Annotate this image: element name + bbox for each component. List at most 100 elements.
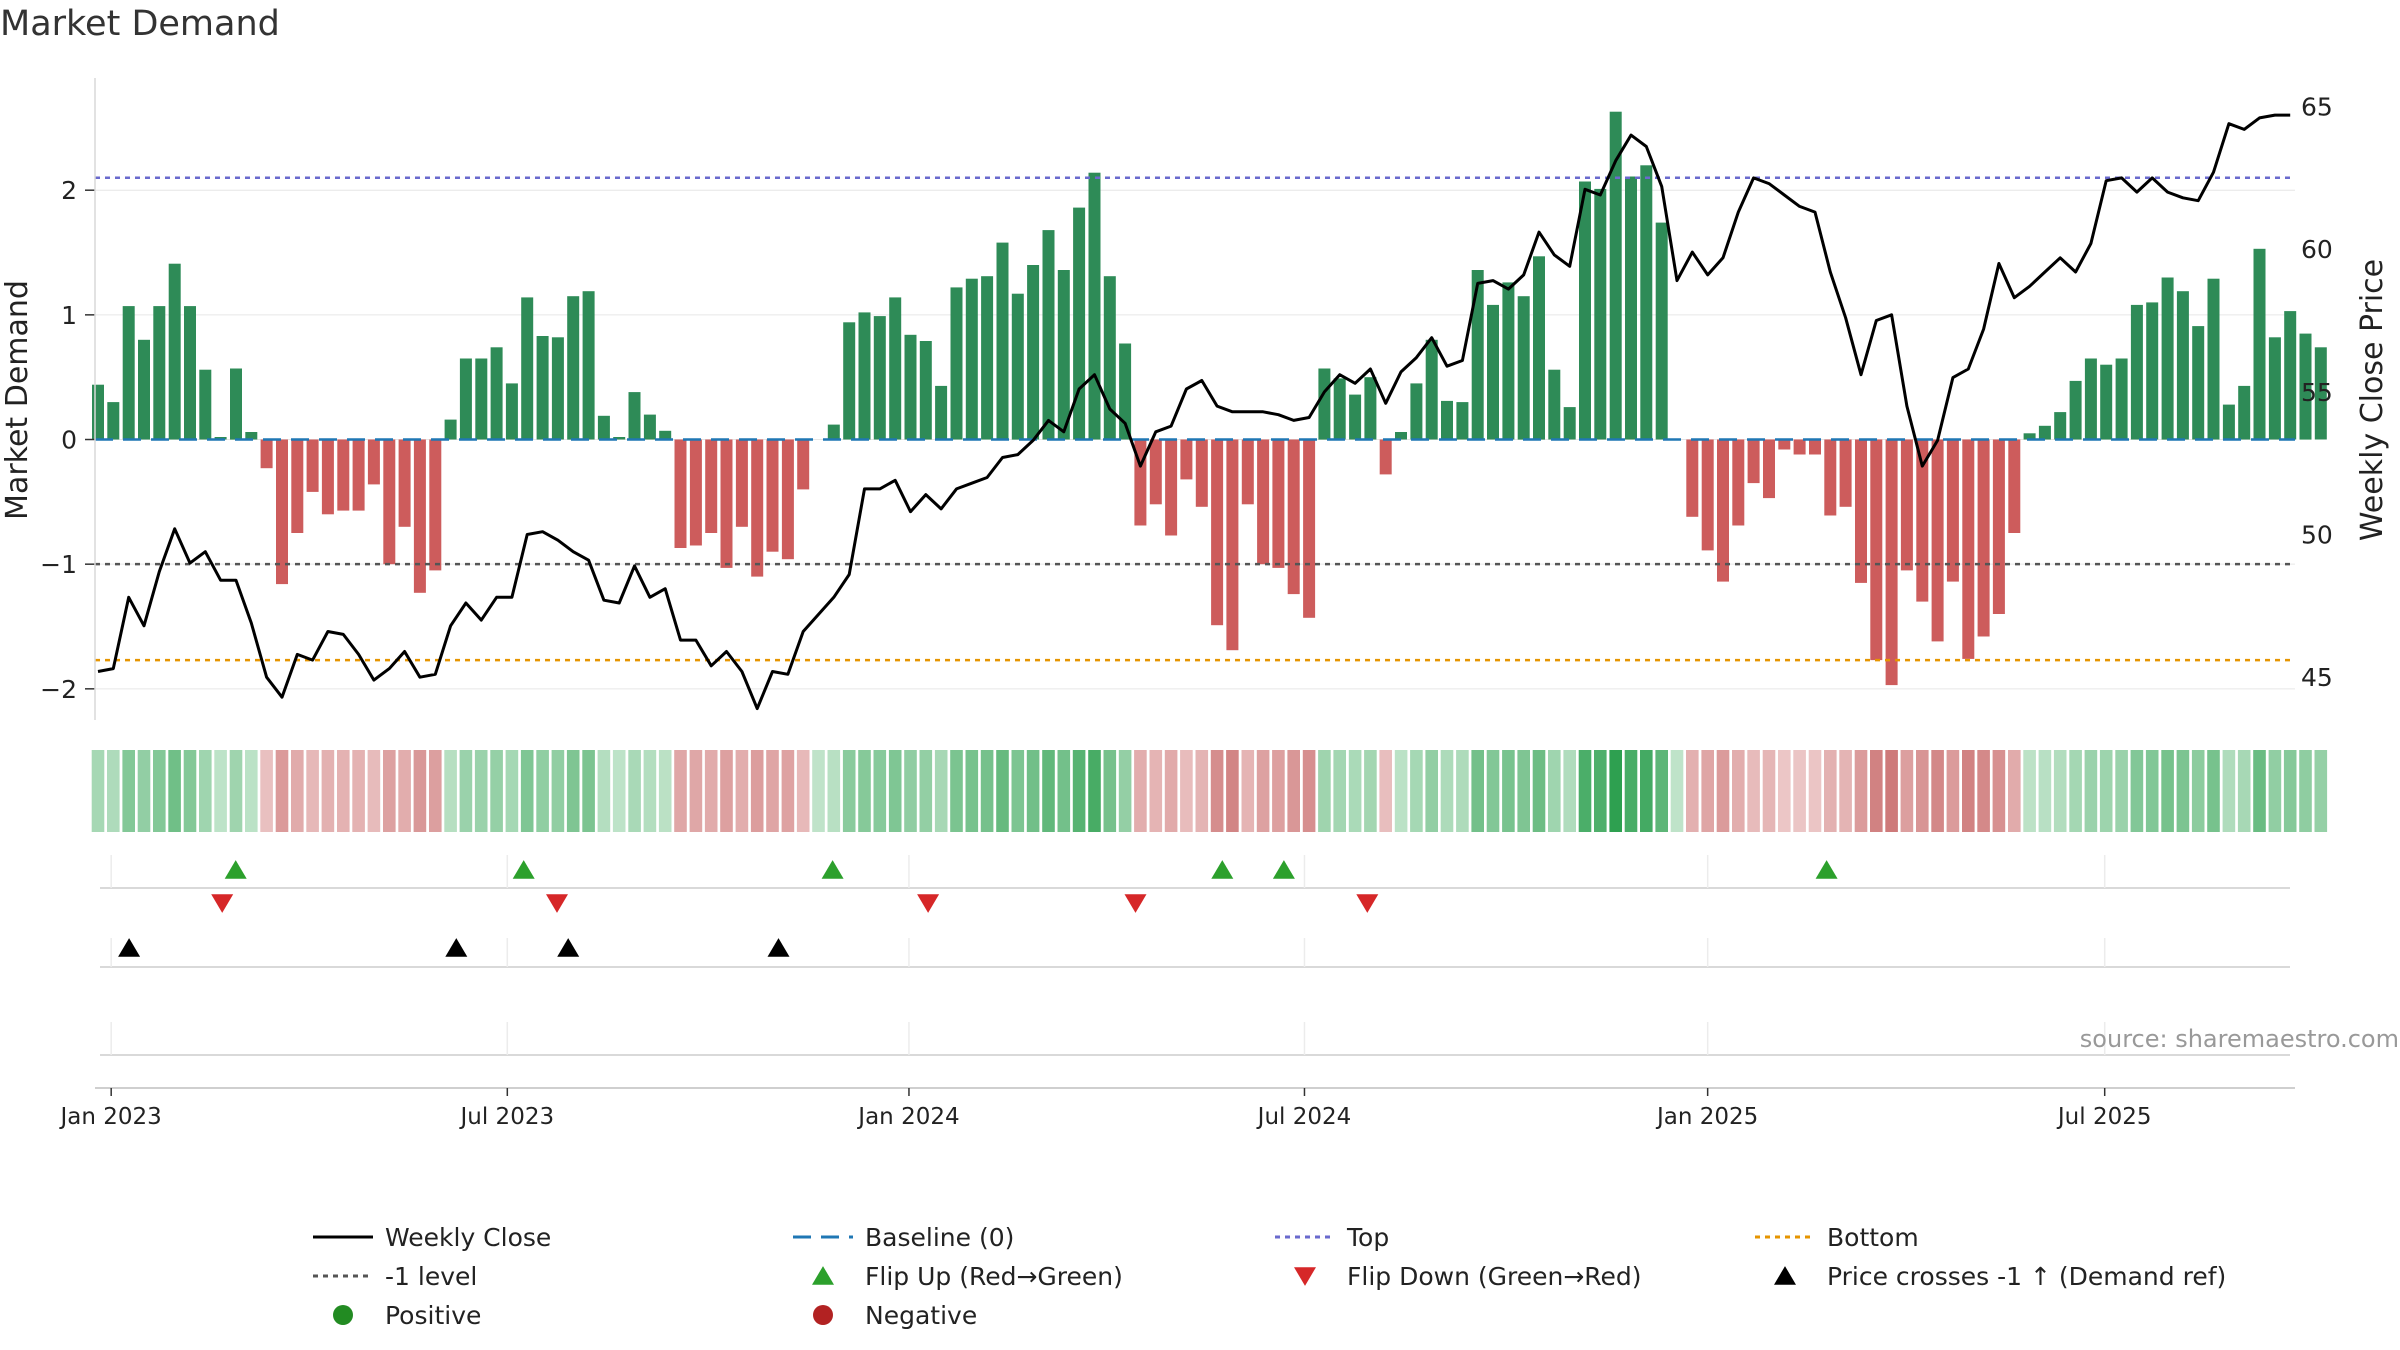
demand-bar [1149,439,1162,505]
x-tick-label: Jul 2025 [2056,1104,2152,1130]
y-tick-label: −1 [40,550,77,579]
demand-bar [1824,439,1837,516]
heat-cell [490,750,503,832]
heat-cell [1364,750,1377,832]
heat-cell [2161,750,2174,832]
heat-cell [873,750,887,832]
demand-bar [1073,207,1086,440]
demand-bar [1471,270,1484,440]
heat-cell [1548,750,1561,832]
legend-flip-down-swatch [1294,1267,1316,1286]
x-tick-label: Jan 2024 [856,1104,959,1130]
heat-cell [2038,750,2052,832]
y2-tick-label: 65 [2301,93,2333,122]
demand-bar [1441,400,1453,440]
demand-bar [2115,358,2128,440]
x-tick-label: Jul 2024 [1256,1104,1352,1130]
demand-bar [643,414,656,440]
demand-bar [1563,407,1576,440]
y2-tick-label: 45 [2301,663,2333,692]
heat-cell [1517,750,1530,832]
heat-cell [796,750,810,832]
heat-cell [2299,750,2312,832]
demand-bar [2146,302,2159,440]
demand-bar [935,385,948,440]
heat-cell [2084,750,2098,832]
demand-bar [291,439,304,533]
demand-bar [1732,439,1745,526]
heat-cell [934,750,948,832]
demand-bar [521,297,534,440]
demand-bar [1027,265,1040,440]
heat-cell [1778,750,1791,832]
demand-bar [276,439,288,585]
heat-cell [704,750,718,832]
price-cross-marker [118,938,141,957]
heat-cell [444,750,457,832]
demand-bar [2130,304,2143,440]
legend-weekly-close: Weekly Close [313,1223,551,1252]
heat-cell [1962,750,1975,832]
demand-bar [138,339,150,440]
demand-bar [1502,282,1515,440]
demand-bar [306,439,319,492]
demand-bar [1410,383,1423,440]
demand-bar [2161,277,2174,440]
heat-cell [1563,750,1576,832]
heat-cell [229,750,243,832]
x-tick-label: Jan 2023 [59,1104,162,1130]
demand-bar [567,296,580,440]
heat-cell [1992,750,2006,832]
heat-cell [643,750,657,832]
demand-bar [2284,311,2297,440]
price-cross-marker [445,938,468,957]
demand-bar [398,439,411,527]
demand-bar [2299,333,2312,440]
heat-cell [2207,750,2220,832]
demand-bar [2253,248,2266,440]
y2-tick-label: 55 [2301,378,2333,407]
demand-bar [1349,394,1362,440]
heat-cell [367,750,381,832]
demand-bar [92,384,104,440]
demand-bar [214,437,227,440]
flip-up-marker [1272,860,1295,879]
heat-cell [766,750,779,832]
heat-cell [1256,750,1270,832]
demand-bar [674,439,687,548]
demand-bar [1303,439,1316,618]
heat-cell [1103,750,1117,832]
legend-flip-down-label: Flip Down (Green→Red) [1347,1262,1642,1291]
demand-bar [1809,439,1821,455]
x-tick-label: Jul 2023 [459,1104,555,1130]
demand-bar [659,430,672,440]
demand-bar [597,415,610,440]
heat-cell [1195,750,1209,832]
flip-up-marker [1211,860,1234,879]
legend-negative-label: Negative [865,1301,977,1330]
demand-bar [1425,339,1438,440]
flip-down-marker [211,894,234,913]
heat-cell [474,750,488,832]
demand-bar [797,439,810,490]
demand-bar [429,439,442,571]
demand-bar [1272,439,1285,568]
heat-cell [306,750,319,832]
heat-cell [2176,750,2190,832]
heat-cell [1226,750,1239,832]
heat-cell [628,750,641,832]
heat-cell [582,750,595,832]
heat-cell [1747,750,1760,832]
demand-bar [1333,378,1346,440]
heat-cell [168,750,181,832]
demand-bar [230,368,242,440]
y-tick-label: 1 [61,301,77,330]
heat-cell [91,750,105,832]
legend-negative-swatch [813,1305,833,1325]
legend-price-cross-swatch [1774,1266,1796,1285]
heat-cell [1471,750,1484,832]
heat-cell [183,750,197,832]
heat-cell [352,750,365,832]
heat-cell [1287,750,1300,832]
